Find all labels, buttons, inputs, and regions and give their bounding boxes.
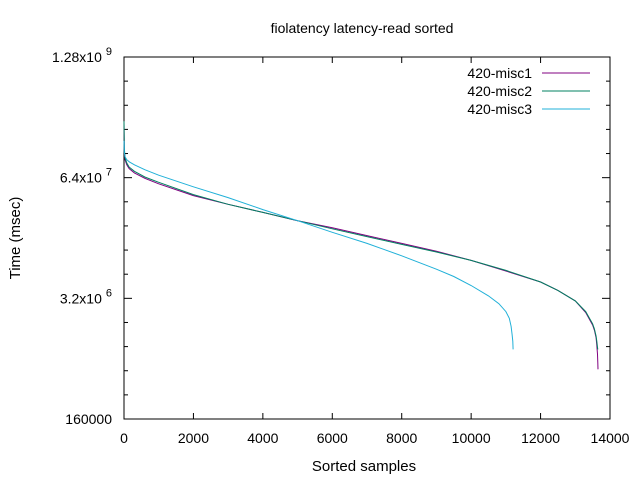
y-axis-label: Time (msec) bbox=[7, 197, 24, 280]
legend-label: 420-misc3 bbox=[467, 101, 532, 117]
legend-label: 420-misc1 bbox=[467, 65, 532, 81]
legend: 420-misc1 420-misc2 420-misc3 bbox=[467, 65, 590, 117]
series-line-1 bbox=[123, 122, 599, 370]
x-tick-label: 2000 bbox=[178, 430, 209, 446]
x-tick-label: 8000 bbox=[386, 430, 417, 446]
x-tick-label: 10000 bbox=[452, 430, 491, 446]
x-tick-label: 14000 bbox=[591, 430, 630, 446]
axis-ticks: 0 2000 4000 6000 8000 10000 12000 14000 160000 3.… bbox=[52, 46, 630, 446]
legend-label: 420-misc2 bbox=[467, 83, 532, 99]
series-line-2 bbox=[123, 121, 599, 350]
series-layer bbox=[123, 121, 599, 370]
plot-frame bbox=[123, 56, 611, 420]
x-tick-label: 6000 bbox=[317, 430, 348, 446]
y-tick-label: 6.4x10 7 bbox=[60, 167, 112, 186]
x-axis-label: Sorted samples bbox=[312, 458, 416, 475]
y-tick-label: 3.2x10 6 bbox=[60, 287, 112, 306]
y-tick-label: 160000 bbox=[65, 411, 112, 427]
series-line-3 bbox=[123, 140, 514, 350]
y-tick-label: 1.28x10 9 bbox=[52, 46, 112, 65]
x-tick-label: 0 bbox=[120, 430, 128, 446]
x-tick-label: 12000 bbox=[521, 430, 560, 446]
x-tick-label: 4000 bbox=[247, 430, 278, 446]
chart-title: fiolatency latency-read sorted bbox=[271, 20, 454, 36]
